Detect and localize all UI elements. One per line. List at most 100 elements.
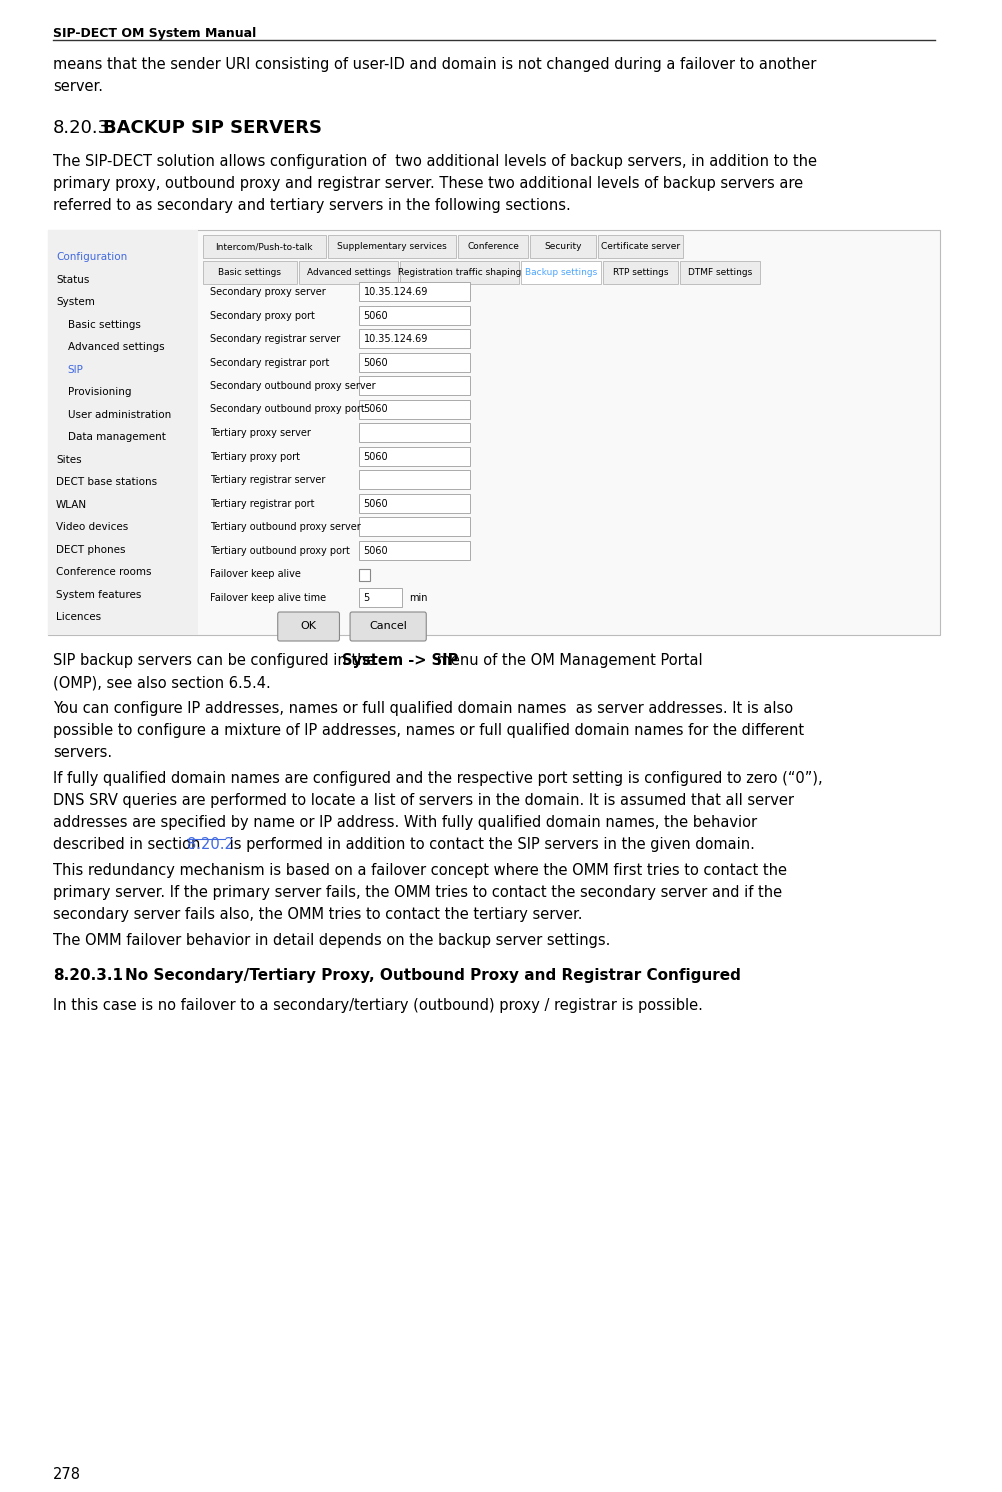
Text: menu of the OM Management Portal: menu of the OM Management Portal [432, 653, 702, 668]
Text: Failover keep alive time: Failover keep alive time [210, 592, 327, 603]
Text: 5060: 5060 [364, 310, 388, 321]
Text: Secondary proxy port: Secondary proxy port [210, 310, 315, 321]
Text: Registration traffic shaping: Registration traffic shaping [398, 269, 521, 278]
Text: Provisioning: Provisioning [67, 386, 131, 397]
Text: server.: server. [53, 79, 103, 94]
Text: This redundancy mechanism is based on a failover concept where the OMM first tri: This redundancy mechanism is based on a … [53, 862, 787, 877]
Text: You can configure IP addresses, names or full qualified domain names  as server : You can configure IP addresses, names or… [53, 701, 794, 716]
Bar [359, 352, 470, 372]
Text: 5060: 5060 [364, 498, 388, 509]
Text: Sites: Sites [56, 455, 81, 464]
Text: Tertiary proxy server: Tertiary proxy server [210, 428, 311, 439]
Text: Secondary outbound proxy server: Secondary outbound proxy server [210, 380, 376, 391]
Text: possible to configure a mixture of IP addresses, names or full qualified domain : possible to configure a mixture of IP ad… [53, 724, 805, 739]
Bar [603, 261, 678, 283]
Text: Video devices: Video devices [56, 522, 128, 533]
Bar [359, 470, 470, 489]
Text: Configuration: Configuration [56, 252, 127, 263]
Text: 10.35.124.69: 10.35.124.69 [364, 334, 428, 345]
Text: Tertiary outbound proxy server: Tertiary outbound proxy server [210, 522, 361, 533]
Bar [359, 494, 470, 512]
Text: Tertiary registrar port: Tertiary registrar port [210, 498, 315, 509]
Bar [521, 261, 601, 283]
Text: Cancel: Cancel [369, 621, 407, 631]
Bar [400, 261, 519, 283]
Bar [359, 330, 470, 348]
Bar [598, 236, 682, 258]
Text: Conference rooms: Conference rooms [56, 567, 151, 577]
Bar [359, 568, 371, 580]
Text: In this case is no failover to a secondary/tertiary (outbound) proxy / registrar: In this case is no failover to a seconda… [53, 998, 703, 1013]
Text: is performed in addition to contact the SIP servers in the given domain.: is performed in addition to contact the … [224, 837, 755, 852]
Text: 5: 5 [364, 592, 370, 603]
Text: SIP: SIP [67, 364, 83, 374]
Text: The OMM failover behavior in detail depends on the backup server settings.: The OMM failover behavior in detail depe… [53, 932, 610, 947]
Text: Secondary registrar port: Secondary registrar port [210, 358, 330, 367]
Text: OK: OK [301, 621, 317, 631]
FancyBboxPatch shape [350, 612, 426, 642]
Text: System features: System features [56, 589, 141, 600]
Text: Secondary outbound proxy port: Secondary outbound proxy port [210, 404, 365, 415]
Bar [48, 230, 197, 636]
Text: Supplementary services: Supplementary services [337, 242, 447, 251]
Text: Status: Status [56, 275, 89, 285]
Text: WLAN: WLAN [56, 500, 87, 509]
Text: Tertiary proxy port: Tertiary proxy port [210, 452, 301, 461]
Bar [359, 588, 402, 607]
Text: Intercom/Push-to-talk: Intercom/Push-to-talk [215, 242, 313, 251]
Text: Failover keep alive: Failover keep alive [210, 568, 302, 579]
Bar [359, 540, 470, 560]
Bar [359, 376, 470, 395]
Text: Security: Security [544, 242, 582, 251]
Text: Basic settings: Basic settings [67, 319, 140, 330]
Bar [299, 261, 398, 283]
Text: min: min [409, 592, 428, 603]
Text: If fully qualified domain names are configured and the respective port setting i: If fully qualified domain names are conf… [53, 771, 823, 786]
Text: Certificate server: Certificate server [601, 242, 680, 251]
Text: 5060: 5060 [364, 404, 388, 415]
FancyBboxPatch shape [278, 612, 340, 642]
Text: Advanced settings: Advanced settings [67, 342, 164, 352]
Text: System: System [56, 297, 95, 307]
Text: Data management: Data management [67, 433, 165, 442]
Bar [359, 518, 470, 536]
Text: 5060: 5060 [364, 358, 388, 367]
Text: The SIP-DECT solution allows configuration of  two additional levels of backup s: The SIP-DECT solution allows configurati… [53, 154, 817, 169]
Text: described in section: described in section [53, 837, 205, 852]
Text: addresses are specified by name or IP address. With fully qualified domain names: addresses are specified by name or IP ad… [53, 815, 758, 830]
Bar [530, 236, 596, 258]
Text: (OMP), see also section 6.5.4.: (OMP), see also section 6.5.4. [53, 674, 271, 689]
Text: System -> SIP: System -> SIP [342, 653, 458, 668]
Text: servers.: servers. [53, 745, 112, 759]
Text: DECT base stations: DECT base stations [56, 477, 157, 486]
Text: 5060: 5060 [364, 546, 388, 555]
Text: RTP settings: RTP settings [612, 269, 668, 278]
Bar [359, 306, 470, 324]
Text: 8.20.3: 8.20.3 [53, 119, 110, 137]
Text: primary proxy, outbound proxy and registrar server. These two additional levels : primary proxy, outbound proxy and regist… [53, 176, 804, 191]
Text: Advanced settings: Advanced settings [307, 269, 391, 278]
Text: Licences: Licences [56, 612, 101, 622]
Bar [328, 236, 456, 258]
Bar [359, 424, 470, 442]
Text: Secondary proxy server: Secondary proxy server [210, 286, 326, 297]
Text: Basic settings: Basic settings [218, 269, 282, 278]
Text: 278: 278 [53, 1467, 81, 1482]
Text: Conference: Conference [467, 242, 519, 251]
Text: User administration: User administration [67, 409, 170, 419]
Text: DNS SRV queries are performed to locate a list of servers in the domain. It is a: DNS SRV queries are performed to locate … [53, 794, 794, 809]
Text: secondary server fails also, the OMM tries to contact the tertiary server.: secondary server fails also, the OMM tri… [53, 907, 582, 922]
Text: No Secondary/Tertiary Proxy, Outbound Proxy and Registrar Configured: No Secondary/Tertiary Proxy, Outbound Pr… [125, 968, 741, 983]
Text: Backup settings: Backup settings [525, 269, 597, 278]
Bar [202, 261, 297, 283]
Text: DTMF settings: DTMF settings [687, 269, 753, 278]
Text: Tertiary registrar server: Tertiary registrar server [210, 474, 326, 485]
Text: means that the sender URI consisting of user-ID and domain is not changed during: means that the sender URI consisting of … [53, 57, 817, 72]
Bar [202, 236, 326, 258]
Text: SIP-DECT OM System Manual: SIP-DECT OM System Manual [53, 27, 257, 40]
Text: DECT phones: DECT phones [56, 545, 125, 555]
Bar [458, 236, 528, 258]
FancyBboxPatch shape [48, 230, 940, 636]
Bar [359, 446, 470, 466]
Text: 5060: 5060 [364, 452, 388, 461]
